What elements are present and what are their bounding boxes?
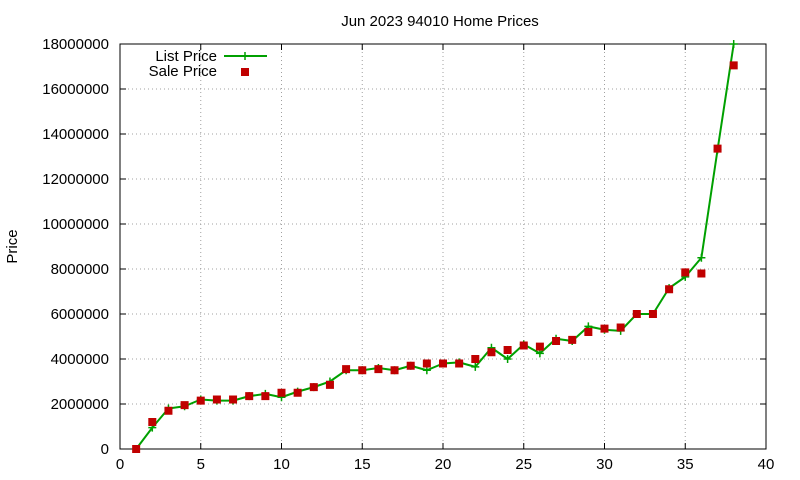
- y-tick-label: 0: [101, 441, 109, 458]
- sale-price-point: [568, 335, 577, 344]
- series: [132, 40, 738, 453]
- y-tick-label: 10000000: [42, 216, 109, 233]
- y-tick-label: 12000000: [42, 171, 109, 188]
- sale-price-point: [503, 346, 512, 354]
- sale-price-point: [212, 395, 221, 404]
- list-price-point: [535, 349, 544, 358]
- sale-price-point: [681, 268, 690, 277]
- legend-marker-sale-price: [241, 68, 249, 76]
- sale-price-point: [374, 365, 383, 374]
- sale-price-point: [600, 324, 609, 333]
- sale-price-point: [729, 61, 738, 70]
- list-price-point: [697, 253, 706, 262]
- sale-price-point: [665, 285, 674, 294]
- sale-price-point: [309, 383, 318, 392]
- x-tick-label: 40: [758, 456, 775, 473]
- x-tick-label: 25: [515, 456, 532, 473]
- x-tick-label: 20: [435, 456, 452, 473]
- sale-price-point: [342, 365, 351, 374]
- x-tick-label: 0: [116, 456, 124, 473]
- sale-price-point: [358, 366, 367, 375]
- sale-price-point: [422, 359, 431, 368]
- legend-marker-list-price: [241, 52, 249, 60]
- sale-price-point: [261, 392, 270, 401]
- y-tick-label: 18000000: [42, 36, 109, 53]
- sale-price-point: [648, 310, 657, 318]
- sale-price-point: [439, 359, 447, 368]
- y-tick-label: 2000000: [51, 396, 109, 413]
- sale-price-point: [245, 392, 254, 401]
- y-tick-label: 4000000: [51, 351, 109, 368]
- sale-price-point: [455, 359, 464, 368]
- legend-label-list-price: List Price: [155, 48, 217, 65]
- list-price-point: [729, 40, 738, 48]
- x-tick-label: 15: [354, 456, 371, 473]
- sale-price-point: [293, 388, 302, 397]
- sale-price-point: [552, 337, 561, 345]
- sale-price-point: [406, 361, 415, 370]
- sale-price-point: [535, 342, 544, 351]
- sale-price-point: [471, 355, 480, 363]
- y-tick-label: 16000000: [42, 81, 109, 98]
- sale-price-point: [277, 388, 286, 397]
- legend-label-sale-price: Sale Price: [149, 63, 217, 80]
- sale-price-point: [180, 401, 189, 410]
- y-tick-label: 6000000: [51, 306, 109, 323]
- x-tick-label: 5: [197, 456, 205, 473]
- legend: List Price Sale Price: [149, 48, 267, 80]
- sale-price-point: [390, 366, 399, 375]
- sale-price-point: [164, 406, 173, 415]
- list-price-point: [471, 362, 480, 371]
- list-price-point: [503, 355, 512, 363]
- x-tick-label: 30: [596, 456, 613, 473]
- sale-price-point: [632, 310, 641, 318]
- sale-price-point: [196, 396, 205, 405]
- x-tick-label: 35: [677, 456, 694, 473]
- y-axis-label: Price: [4, 229, 21, 263]
- sale-price-point: [148, 418, 157, 426]
- sale-price-point: [325, 380, 334, 389]
- sale-price-point: [616, 323, 625, 332]
- sale-price-point: [487, 348, 496, 357]
- sale-price-point: [519, 341, 528, 350]
- series-sale-price: [132, 61, 738, 453]
- axis-ticks: 0 5 10 15 20 25 30 35 40 0 2000000 4000000 6000000 80…: [42, 36, 774, 473]
- sale-price-point: [584, 328, 593, 336]
- y-tick-label: 8000000: [51, 261, 109, 278]
- x-tick-label: 10: [273, 456, 290, 473]
- sale-price-point: [132, 445, 141, 453]
- list-price-point: [422, 366, 431, 375]
- sale-price-point: [229, 395, 238, 404]
- y-tick-label: 14000000: [42, 126, 109, 143]
- chart-title: Jun 2023 94010 Home Prices: [341, 13, 539, 30]
- sale-price-point: [697, 269, 706, 278]
- sale-price-point: [713, 144, 722, 153]
